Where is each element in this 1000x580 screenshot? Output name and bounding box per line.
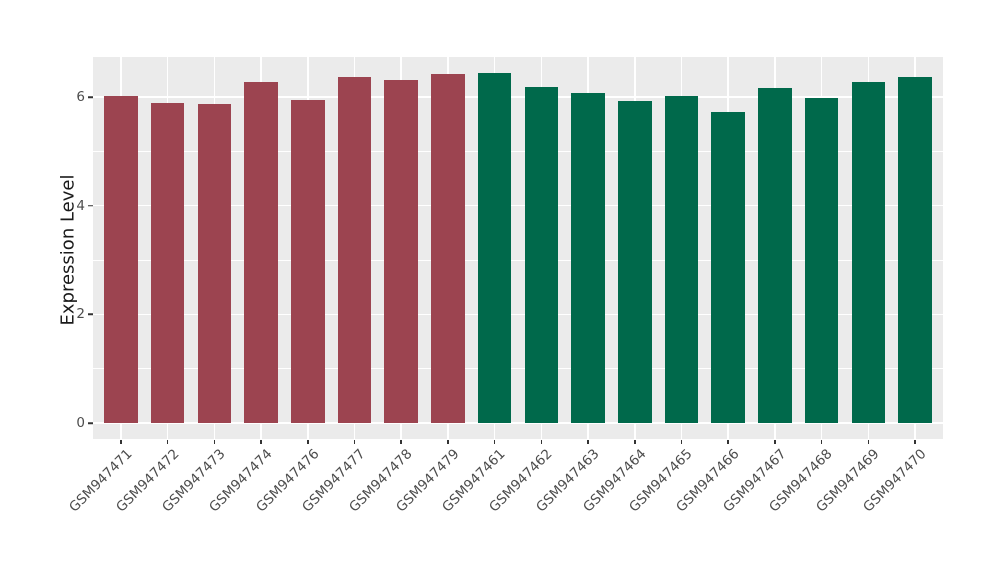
y-tick-mark-0 (88, 422, 93, 424)
x-tick-mark-GSM947467 (774, 439, 776, 444)
bar-GSM947469 (851, 82, 886, 423)
bar-GSM947473 (197, 104, 232, 423)
bar-GSM947479 (431, 74, 465, 423)
gridline-major-y2 (93, 313, 943, 316)
x-tick-mark-GSM947471 (120, 439, 122, 444)
bar-GSM947474 (244, 81, 278, 423)
plot-panel (93, 57, 943, 439)
bar-GSM947470 (898, 77, 932, 423)
gridline-minor-y1 (93, 368, 943, 370)
x-tick-mark-GSM947476 (307, 439, 309, 444)
x-tick-mark-GSM947479 (447, 439, 449, 444)
bar-GSM947472 (150, 102, 185, 423)
bar-GSM947476 (291, 99, 325, 423)
bar-GSM947466 (711, 112, 745, 423)
x-tick-mark-GSM947462 (540, 439, 543, 444)
x-tick-mark-GSM947473 (213, 439, 216, 444)
x-tick-mark-GSM947464 (634, 439, 636, 444)
y-tick-label-4: 4 (76, 197, 85, 214)
bar-GSM947471 (104, 95, 138, 423)
bar-GSM947462 (524, 87, 559, 423)
x-tick-mark-GSM947472 (166, 439, 169, 444)
y-tick-label-0: 0 (76, 415, 85, 431)
y-tick-label-6: 6 (76, 89, 85, 106)
gridline-minor-y5 (93, 150, 943, 152)
y-tick-mark-4 (88, 204, 93, 207)
y-tick-mark-6 (88, 96, 93, 98)
gridline-major-y6 (93, 96, 943, 98)
bar-GSM947465 (664, 95, 699, 423)
x-tick-mark-GSM947466 (727, 439, 729, 444)
gridline-major-y4 (93, 204, 943, 207)
x-tick-mark-GSM947470 (914, 439, 916, 444)
bar-GSM947467 (758, 88, 792, 423)
bar-GSM947464 (618, 100, 652, 423)
x-tick-mark-GSM947468 (820, 439, 823, 444)
bar-GSM947461 (477, 73, 512, 423)
x-tick-mark-GSM947461 (493, 439, 496, 444)
bar-GSM947463 (571, 93, 605, 423)
x-tick-mark-GSM947463 (587, 439, 589, 444)
bar-GSM947477 (337, 76, 372, 423)
x-tick-mark-GSM947478 (400, 439, 402, 444)
gridline-major-y0 (93, 422, 943, 424)
x-tick-mark-GSM947465 (680, 439, 683, 444)
y-tick-label-2: 2 (76, 306, 85, 323)
bar-GSM947468 (804, 98, 839, 423)
x-tick-mark-GSM947477 (353, 439, 356, 444)
bar-GSM947478 (384, 80, 418, 423)
y-tick-mark-2 (88, 313, 93, 316)
gridline-minor-y3 (93, 259, 943, 261)
x-tick-mark-GSM947469 (867, 439, 870, 444)
x-tick-mark-GSM947474 (260, 439, 262, 444)
